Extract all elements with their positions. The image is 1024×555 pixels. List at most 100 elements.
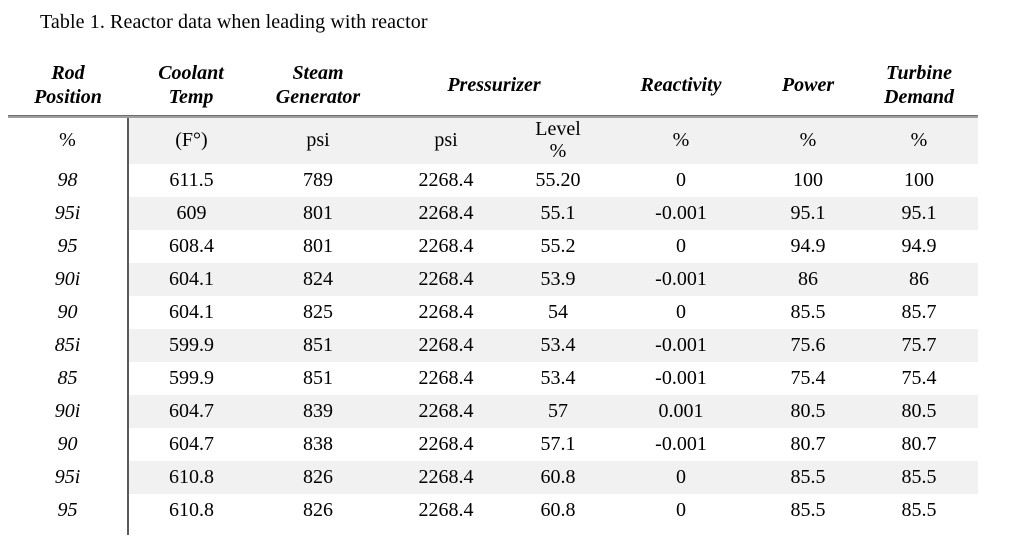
table-cell: 80.7 [901,433,937,455]
table-cell: 95.1 [756,197,861,230]
table-cell: 604.7 [128,395,254,428]
table-cell: 2268.4 [418,367,474,389]
table-cell: 95.1 [860,197,979,230]
header-rule-line [8,115,979,118]
table-body: 98 611.5 789 2268.4 55.20 0 100 100 95i 609 801 226… [8,164,979,535]
table-cell: 85.5 [860,461,979,494]
table-cell: 851 [254,329,382,362]
table-cell: 55.2 [540,235,576,257]
table-cell: 604.1 [169,301,214,323]
table-cell: 801 [254,197,382,230]
table-cell: -0.001 [655,433,707,455]
table-cell: 2268.4 [418,499,474,521]
unit-pressurizer-level: Level % [510,118,607,164]
table-cell: 609 [128,197,254,230]
table-cell: 95i [8,197,129,230]
table-cell: 90 [8,296,129,329]
table-cell: 85.5 [756,461,861,494]
table-cell: 826 [303,499,333,521]
table-cell: 599.9 [128,329,254,362]
table-cell: 604.7 [169,433,214,455]
table-cell: 53.4 [510,329,607,362]
table-cell: 824 [254,263,382,296]
table-tail-cell [8,527,129,535]
table-cell: 95 [8,494,129,527]
table-cell: 95i [8,461,129,494]
table-cell: 608.4 [169,235,214,257]
table-cell: 60.8 [540,499,576,521]
table-cell: 54 [548,301,568,323]
table-cell: 100 [793,169,824,191]
table-cell: 55.20 [535,169,581,191]
table-tail-spacer [8,527,979,535]
table-row: 90i 604.1 824 2268.4 53.9 -0.001 86 86 [8,263,979,296]
table-cell: 604.1 [128,263,254,296]
table-cell: 611.5 [169,169,214,191]
table-cell: 95 [8,230,129,263]
table-cell: 0 [676,301,687,323]
table-cell: 53.9 [510,263,607,296]
table-cell: 2268.4 [382,263,510,296]
col-header-coolant-temp: Coolant Temp [158,62,224,108]
table-cell: 90 [8,428,129,461]
col-header-turbine-demand: Turbine Demand [884,62,955,108]
table-cell: 75.7 [860,329,979,362]
table-cell: 0 [676,169,687,191]
table-tail-cell [128,527,254,535]
table-cell: 80.5 [756,395,861,428]
table-row: 95 608.4 801 2268.4 55.2 0 94.9 94.9 [8,230,978,263]
unit-power: % [756,118,861,164]
table-cell: 825 [303,301,333,323]
table-cell: 826 [254,461,382,494]
reactor-data-table: Rod Position Coolant Temp Steam Generato… [8,57,979,535]
table-cell: 0 [676,235,687,257]
header-rule [8,115,979,118]
unit-steam-generator: psi [254,118,382,164]
table-cell: 75.4 [790,367,826,389]
table-cell: 2268.4 [418,433,474,455]
col-header-rod-position: Rod Position [34,62,102,108]
table-cell: 2268.4 [418,169,474,191]
table-cell: 85i [8,329,129,362]
table-cell: 85.5 [901,499,937,521]
table-cell: -0.001 [606,197,757,230]
table-cell: 75.6 [756,329,861,362]
table-cell: -0.001 [606,263,757,296]
table-cell: -0.001 [606,329,757,362]
units-row: % (F°) psi psi Level % % % % [8,118,979,164]
unit-coolant-temp: (F°) [128,118,254,164]
table-cell: 0 [606,461,757,494]
table-cell: 85.7 [901,301,937,323]
table-cell: -0.001 [655,367,707,389]
table-cell: 839 [254,395,382,428]
table-row: 90i 604.7 839 2268.4 57 0.001 80.5 80.5 [8,395,979,428]
table-tail-cell [510,527,607,535]
table-tail-cell [860,527,979,535]
table-tail-cell [382,527,510,535]
table-cell: 2268.4 [382,329,510,362]
unit-turbine-demand: % [860,118,979,164]
table-cell: 86 [756,263,861,296]
table-cell: 80.7 [790,433,826,455]
table-cell: 53.4 [540,367,576,389]
table-tail-cell [606,527,757,535]
table-cell: 610.8 [128,461,254,494]
table-row: 90 604.1 825 2268.4 54 0 85.5 85.7 [8,296,978,329]
table-cell: 0.001 [606,395,757,428]
table-tail-cell [756,527,861,535]
unit-rod-position: % [8,118,129,164]
header-row: Rod Position Coolant Temp Steam Generato… [8,57,978,115]
table-cell: 2268.4 [382,461,510,494]
col-header-power: Power [781,74,835,97]
table-cell: 75.4 [901,367,937,389]
table-cell: 85 [8,362,129,395]
table-cell: 80.5 [860,395,979,428]
table-cell: 2268.4 [382,197,510,230]
table-cell: 60.8 [510,461,607,494]
table-cell: 90i [8,263,129,296]
unit-pressurizer-psi: psi [382,118,510,164]
table-cell: 838 [303,433,333,455]
col-header-steam-generator: Steam Generator [275,62,361,108]
table-cell: 98 [8,164,129,197]
